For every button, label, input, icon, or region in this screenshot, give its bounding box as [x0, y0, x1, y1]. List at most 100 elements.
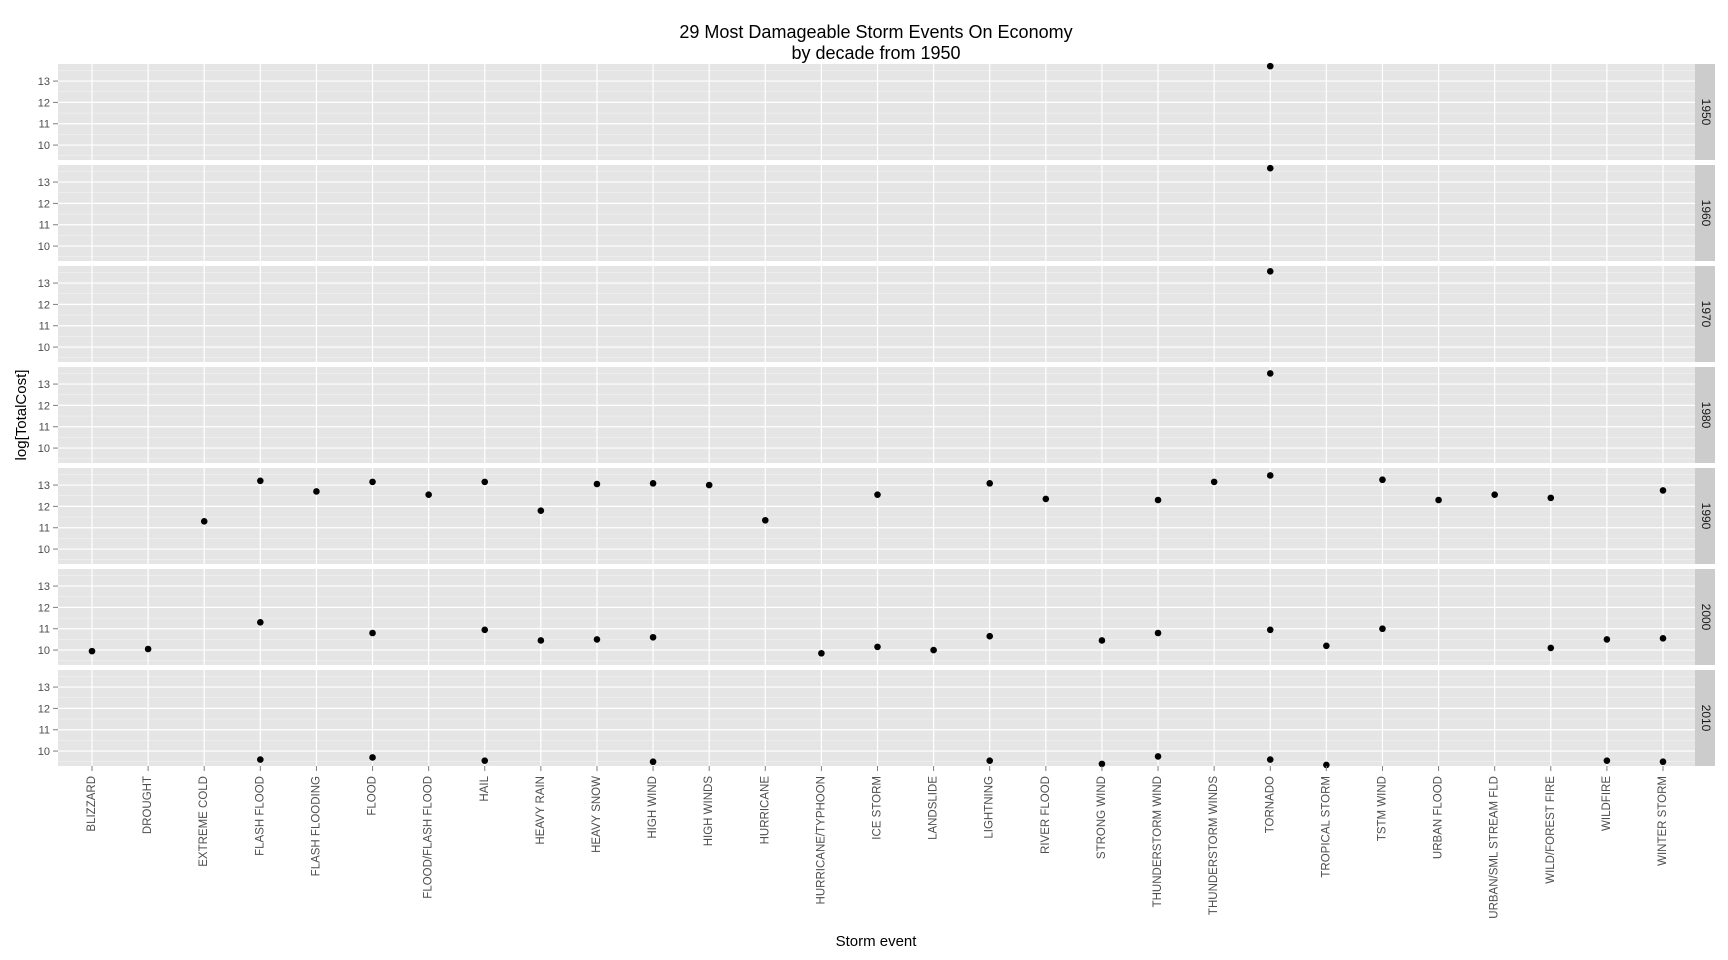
data-point: [1154, 753, 1162, 760]
data-point: [369, 754, 376, 761]
x-tick-label: THUNDERSTORM WINDS: [1208, 776, 1220, 915]
data-point: [1266, 756, 1274, 763]
x-tick-label: HIGH WINDS: [703, 776, 715, 847]
x-tick-label: RIVER FLOOD: [1040, 776, 1052, 854]
data-point: [1659, 487, 1667, 494]
data-point: [1098, 760, 1106, 768]
y-tick-label: 13: [38, 379, 50, 391]
data-point: [88, 647, 96, 655]
data-point: [986, 757, 994, 764]
data-point: [1266, 62, 1274, 70]
x-tick-label: EXTREME COLD: [198, 776, 210, 867]
facet-panel-2010: 10 11 12 13 2010: [38, 670, 1715, 769]
x-tick-label: TROPICAL STORM: [1320, 776, 1332, 878]
x-tick-label: THUNDERSTORM WIND: [1152, 776, 1164, 907]
y-tick-label: 11: [39, 422, 50, 434]
data-point: [593, 480, 601, 488]
data-point: [1379, 476, 1386, 484]
data-point: [1659, 758, 1667, 766]
facet-strip: [1695, 468, 1715, 564]
data-point: [257, 619, 264, 626]
data-point: [1603, 636, 1611, 643]
y-tick-label: 11: [39, 220, 50, 232]
y-tick-label: 10: [38, 443, 50, 455]
data-point: [705, 481, 713, 489]
facet-panel-1960: 10 11 12 13 1960: [38, 164, 1715, 261]
facet-strip: [1695, 367, 1715, 463]
data-point: [649, 480, 657, 487]
panel-background: [58, 468, 1695, 564]
y-tick-label: 11: [39, 725, 50, 737]
y-axis-label: log[TotalCost]: [13, 370, 30, 461]
y-tick-label: 12: [38, 703, 50, 715]
x-tick-label: HIGH WIND: [647, 776, 659, 839]
x-tick-label: TORNADO: [1264, 776, 1276, 833]
facet-panel-2000: 10 11 12 13 2000: [38, 569, 1715, 665]
data-point: [1210, 478, 1218, 486]
y-tick-label: 11: [39, 624, 50, 636]
x-tick-label: URBAN/SML STREAM FLD: [1489, 776, 1501, 919]
facet-strip: [1695, 64, 1715, 160]
y-tick-label: 12: [38, 97, 50, 109]
x-tick-label: DROUGHT: [142, 776, 154, 834]
x-tick-label: FLASH FLOODING: [310, 776, 322, 876]
data-point: [369, 629, 376, 637]
y-tick-label: 11: [39, 321, 50, 333]
y-tick-label: 13: [38, 480, 50, 492]
data-point: [257, 756, 264, 763]
x-tick-label: ICE STORM: [872, 776, 884, 840]
y-tick-label: 13: [38, 278, 50, 290]
facet-label: 1970: [1699, 301, 1713, 328]
y-tick-label: 13: [38, 682, 50, 694]
y-tick-label: 10: [38, 544, 50, 556]
facet-label: 1980: [1699, 402, 1713, 429]
x-tick-label: LIGHTNING: [984, 776, 996, 839]
data-point: [1603, 757, 1611, 764]
data-point: [649, 758, 657, 766]
data-point: [1547, 644, 1555, 652]
data-point: [1266, 268, 1274, 275]
data-point: [593, 636, 601, 643]
data-point: [986, 480, 994, 487]
data-point: [1042, 495, 1050, 503]
y-tick-label: 11: [39, 523, 50, 535]
chart-subtitle: by decade from 1950: [791, 43, 960, 63]
x-tick-label: HEAVY RAIN: [535, 776, 547, 845]
x-tick-label: HURRICANE/TYPHOON: [815, 776, 827, 904]
data-point: [257, 477, 264, 485]
x-tick-label: TSTM WIND: [1376, 776, 1388, 841]
x-tick-label: WILD/FOREST FIRE: [1545, 776, 1557, 884]
y-tick-label: 10: [38, 241, 50, 253]
data-point: [425, 491, 432, 498]
data-point: [874, 491, 881, 498]
x-tick-label: HAIL: [479, 775, 491, 801]
data-point: [537, 637, 545, 644]
x-tick-label: HEAVY SNOW: [591, 776, 603, 853]
data-point: [481, 757, 489, 764]
panel-background: [58, 266, 1695, 362]
y-tick-label: 11: [39, 119, 50, 131]
panel-background: [58, 64, 1695, 160]
data-point: [649, 633, 657, 641]
y-tick-label: 13: [38, 581, 50, 593]
y-tick-label: 10: [38, 746, 50, 758]
panel-background: [58, 367, 1695, 463]
x-tick-label: FLOOD: [367, 776, 379, 816]
data-point: [761, 516, 769, 524]
facet-panel-1970: 10 11 12 13 1970: [38, 266, 1715, 362]
data-point: [537, 507, 545, 514]
y-tick-label: 10: [38, 342, 50, 354]
plot-area: 10 11 12 13 1950 10 11 12 13 1960 10 11 12 13 1970 10 11…: [38, 62, 1715, 919]
y-tick-label: 12: [38, 400, 50, 412]
facet-label: 2010: [1699, 705, 1713, 732]
data-point: [481, 478, 489, 486]
facet-label: 1990: [1699, 503, 1713, 530]
x-tick-label: FLASH FLOOD: [254, 776, 266, 856]
y-tick-label: 12: [38, 602, 50, 614]
data-point: [1154, 496, 1162, 504]
facet-panel-1950: 10 11 12 13 1950: [38, 62, 1715, 160]
data-point: [1266, 626, 1274, 634]
y-tick-label: 10: [38, 645, 50, 657]
y-tick-label: 10: [38, 140, 50, 152]
